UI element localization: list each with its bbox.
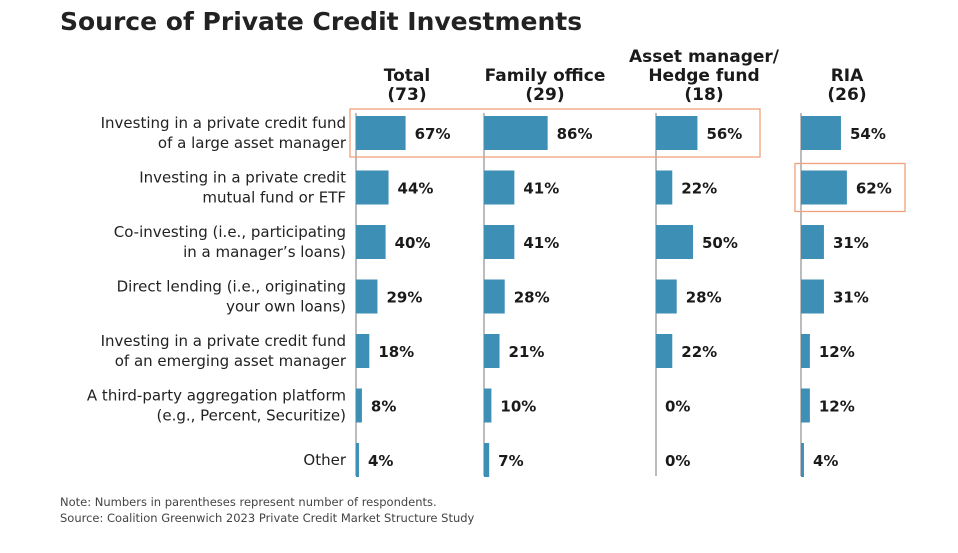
value-label: 40% — [395, 234, 431, 252]
value-label: 86% — [557, 125, 593, 143]
value-label: 67% — [415, 125, 451, 143]
value-label: 21% — [509, 343, 545, 361]
category-label: Direct lending (i.e., originating — [117, 278, 346, 296]
category-label: Investing in a private credit fund — [101, 332, 346, 350]
value-label: 0% — [665, 398, 690, 416]
value-label: 44% — [398, 180, 434, 198]
category-label: Other — [303, 451, 346, 469]
value-label: 50% — [702, 234, 738, 252]
note-text: Note: Numbers in parentheses represent n… — [60, 495, 437, 509]
value-label: 28% — [514, 289, 550, 307]
bar — [356, 443, 359, 477]
bar — [801, 334, 810, 368]
bar — [484, 334, 500, 368]
column-header: Total — [384, 66, 430, 86]
column-header: (18) — [684, 85, 723, 105]
row-labels: Investing in a private credit fund of a l… — [87, 114, 347, 469]
bar — [356, 116, 406, 150]
column-header: (29) — [525, 85, 564, 105]
value-label: 31% — [833, 234, 869, 252]
footnotes: Note: Numbers in parentheses represent n… — [60, 495, 475, 525]
bar — [656, 279, 677, 314]
column-headers: Total(73) Family office(29) Asset manager/… — [384, 47, 867, 105]
bar — [484, 116, 548, 150]
value-label: 7% — [498, 452, 523, 470]
value-label: 31% — [833, 289, 869, 307]
highlight-boxes — [349, 108, 906, 213]
category-label: Investing in a private credit — [139, 169, 346, 187]
bar — [484, 443, 490, 477]
bar — [356, 334, 370, 368]
category-label: of a large asset manager — [158, 134, 347, 152]
bar — [656, 225, 693, 259]
bar — [801, 225, 824, 259]
column-header: Family office — [485, 66, 606, 86]
value-label: 28% — [686, 289, 722, 307]
value-label: 62% — [856, 180, 892, 198]
value-label: 54% — [850, 125, 886, 143]
bar — [656, 334, 673, 368]
category-label: of an emerging asset manager — [115, 352, 347, 370]
bars: 67% 44% 40% 29% 18% 8% 4% 86% 41% 41% 28% 21% 10% 7% 5… — [356, 116, 892, 477]
value-label: 4% — [368, 452, 393, 470]
chart-title: Source of Private Credit Investments — [60, 7, 582, 36]
bar — [356, 279, 378, 314]
bar — [801, 116, 841, 150]
bar — [656, 170, 673, 205]
value-label: 12% — [819, 398, 855, 416]
highlight-box — [349, 108, 761, 158]
bar — [801, 388, 810, 423]
category-label: Co-investing (i.e., participating — [114, 223, 346, 241]
bar — [656, 116, 698, 150]
source-text: Source: Coalition Greenwich 2023 Private… — [60, 511, 475, 525]
column-header: Asset manager/ — [629, 47, 780, 67]
category-label: in a manager’s loans) — [183, 243, 346, 261]
value-label: 18% — [378, 343, 414, 361]
value-label: 22% — [681, 343, 717, 361]
value-label: 56% — [706, 125, 742, 143]
bar — [484, 388, 492, 423]
value-label: 0% — [665, 452, 690, 470]
category-label: Investing in a private credit fund — [101, 114, 346, 132]
value-label: 4% — [813, 452, 838, 470]
category-label: A third-party aggregation platform — [87, 387, 346, 405]
column-header: (26) — [827, 85, 866, 105]
bar — [356, 170, 389, 205]
bar — [801, 279, 824, 314]
bar — [484, 170, 515, 205]
category-label: your own loans) — [226, 298, 346, 316]
column-axes — [355, 113, 802, 476]
bar — [356, 388, 362, 423]
bar — [484, 279, 505, 314]
value-label: 29% — [386, 289, 422, 307]
value-label: 10% — [500, 398, 536, 416]
value-label: 41% — [523, 180, 559, 198]
value-label: 8% — [371, 398, 396, 416]
column-header: Hedge fund — [648, 66, 759, 86]
bar — [484, 225, 515, 259]
column-header: RIA — [831, 66, 864, 86]
value-label: 12% — [819, 343, 855, 361]
category-label: (e.g., Percent, Securitize) — [157, 407, 347, 425]
bar — [801, 443, 804, 477]
category-label: mutual fund or ETF — [202, 189, 346, 207]
value-label: 41% — [523, 234, 559, 252]
highlight-box — [794, 162, 906, 213]
bar — [356, 225, 386, 259]
value-label: 22% — [681, 180, 717, 198]
column-header: (73) — [387, 85, 426, 105]
bar — [801, 170, 847, 205]
